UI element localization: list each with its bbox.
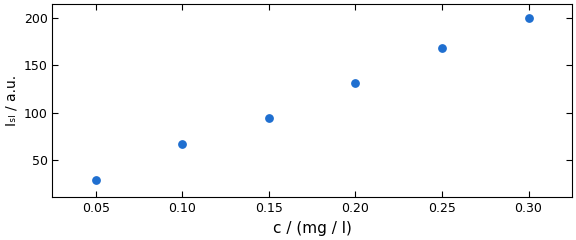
Point — [91, 179, 100, 182]
Point — [264, 116, 274, 120]
Point — [351, 81, 360, 85]
Y-axis label: Iₛₗ / a.u.: Iₛₗ / a.u. — [4, 75, 18, 126]
Point — [177, 142, 187, 146]
X-axis label: c / (mg / l): c / (mg / l) — [272, 221, 351, 236]
Point — [524, 16, 533, 20]
Point — [437, 47, 446, 50]
